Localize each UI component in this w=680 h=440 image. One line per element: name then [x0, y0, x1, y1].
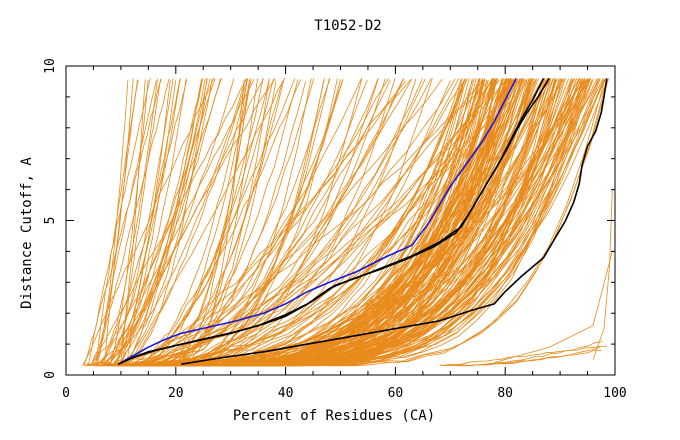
y-tick-label: 0: [43, 371, 58, 379]
model-curve: [120, 78, 161, 365]
model-curve: [108, 78, 509, 367]
model-curve: [135, 78, 331, 367]
model-curve: [104, 79, 500, 366]
model-curve: [133, 80, 407, 365]
model-curve: [92, 79, 129, 366]
highlight-curve-black-2: [117, 77, 550, 365]
model-curve: [154, 78, 405, 367]
model-curve: [117, 81, 483, 366]
model-curve: [123, 78, 249, 366]
model-curve: [112, 79, 391, 367]
background-model-lines: [82, 78, 613, 367]
model-curve: [125, 78, 286, 366]
model-curve: [592, 189, 613, 360]
model-curve: [109, 78, 206, 367]
chart-title: T1052-D2: [314, 18, 381, 34]
highlight-curve-blue-0: [117, 78, 517, 365]
model-curve: [108, 80, 171, 367]
x-tick-label: 80: [497, 386, 513, 401]
model-curve: [86, 78, 181, 367]
x-tick-label: 0: [62, 386, 70, 401]
model-curve: [152, 78, 315, 367]
model-curve: [137, 79, 604, 367]
y-tick-label: 10: [43, 58, 58, 74]
model-curve: [94, 78, 222, 367]
model-curve: [455, 346, 601, 367]
model-curve: [139, 79, 251, 367]
model-curve: [130, 78, 586, 367]
model-curve: [85, 78, 134, 366]
model-curve: [135, 78, 249, 365]
model-curve: [120, 78, 426, 367]
axis-ticks: [65, 65, 616, 376]
x-tick-label: 20: [168, 386, 184, 401]
model-curve: [89, 78, 248, 366]
model-curve: [122, 78, 211, 366]
model-curve: [82, 78, 215, 366]
y-axis-label: Distance Cutoff, A: [19, 157, 35, 309]
model-curve: [186, 78, 497, 367]
x-tick-label: 100: [603, 386, 626, 401]
model-curve: [135, 78, 296, 365]
model-curve: [149, 78, 483, 367]
y-tick-label: 5: [43, 217, 58, 225]
axis-tick-labels: 0 20 40 60 80 100 0 5 10: [43, 58, 627, 401]
model-curve: [100, 78, 187, 367]
model-curve: [441, 345, 608, 367]
model-curve: [119, 78, 276, 366]
model-curve: [111, 80, 177, 366]
model-curve: [126, 78, 443, 366]
model-curve: [127, 79, 564, 367]
model-curve: [87, 78, 235, 367]
x-axis-label: Percent of Residues (CA): [233, 408, 435, 424]
model-curve: [94, 78, 456, 367]
model-curve: [108, 79, 149, 366]
model-curve: [494, 251, 613, 363]
model-curve: [117, 78, 203, 364]
model-curve: [95, 78, 170, 366]
x-tick-label: 40: [278, 386, 294, 401]
model-curve: [113, 78, 213, 367]
model-curve: [88, 78, 151, 366]
x-tick-label: 60: [388, 386, 404, 401]
highlight-lines: [117, 77, 608, 365]
model-curve: [126, 78, 181, 366]
model-curve: [107, 78, 216, 366]
highlight-curve-black-3: [181, 78, 608, 365]
model-curve: [109, 79, 274, 367]
model-curve: [89, 78, 247, 367]
